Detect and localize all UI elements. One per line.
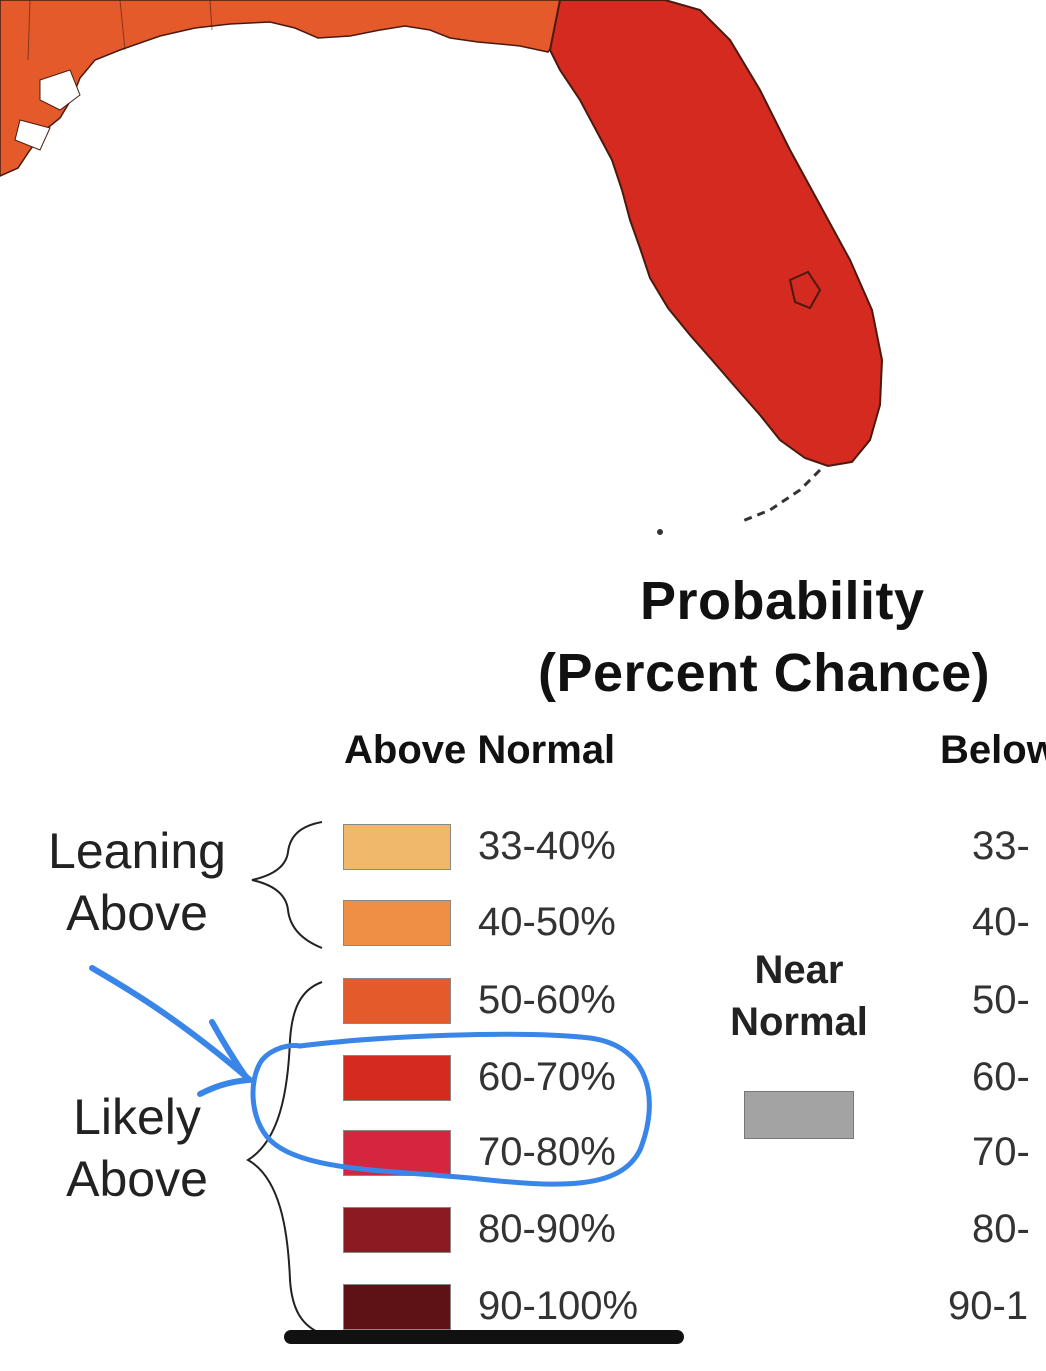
likely-brace-icon xyxy=(246,981,323,1335)
leaning-above-label: Leaning Above xyxy=(48,823,226,941)
below-range-label: 40- xyxy=(972,900,1030,944)
below-range-label: 60- xyxy=(972,1055,1030,1099)
range-label: 33-40% xyxy=(478,824,616,868)
below-range-label: 90-1 xyxy=(948,1284,1029,1328)
range-label: 60-70% xyxy=(478,1055,616,1099)
swatch-80-90 xyxy=(343,1207,451,1253)
legend-subtitle: (Percent Chance) xyxy=(538,643,991,703)
range-label: 80-90% xyxy=(478,1207,616,1251)
florida-peninsula xyxy=(548,0,884,468)
swatch-60-70 xyxy=(343,1055,451,1101)
swatch-33-40 xyxy=(343,824,451,870)
below-range-label: 80- xyxy=(972,1207,1030,1251)
below-range-label: 33- xyxy=(972,824,1030,868)
above-normal-header: Above Normal xyxy=(344,728,616,772)
legend-title: Probability xyxy=(640,571,925,631)
leaning-brace-icon xyxy=(251,821,323,949)
near-normal-swatch xyxy=(744,1091,854,1139)
likely-above-label: Likely Above xyxy=(66,1089,208,1207)
annotation-arrow-icon xyxy=(89,965,253,1083)
below-range-label: 50- xyxy=(972,978,1030,1022)
near-normal-label: Near Normal xyxy=(730,948,868,1044)
home-indicator[interactable] xyxy=(284,1330,684,1344)
forecast-map xyxy=(0,0,1046,560)
swatch-90-100 xyxy=(343,1284,451,1330)
below-range-label: 70- xyxy=(972,1130,1030,1174)
below-normal-header: Below xyxy=(940,728,1046,772)
range-label: 40-50% xyxy=(478,900,616,944)
northern-region xyxy=(0,0,561,177)
swatch-70-80 xyxy=(343,1130,451,1176)
swatch-40-50 xyxy=(343,900,451,946)
range-label: 90-100% xyxy=(478,1284,639,1328)
range-label: 50-60% xyxy=(478,978,616,1022)
range-label: 70-80% xyxy=(478,1130,616,1174)
swatch-50-60 xyxy=(343,978,451,1024)
